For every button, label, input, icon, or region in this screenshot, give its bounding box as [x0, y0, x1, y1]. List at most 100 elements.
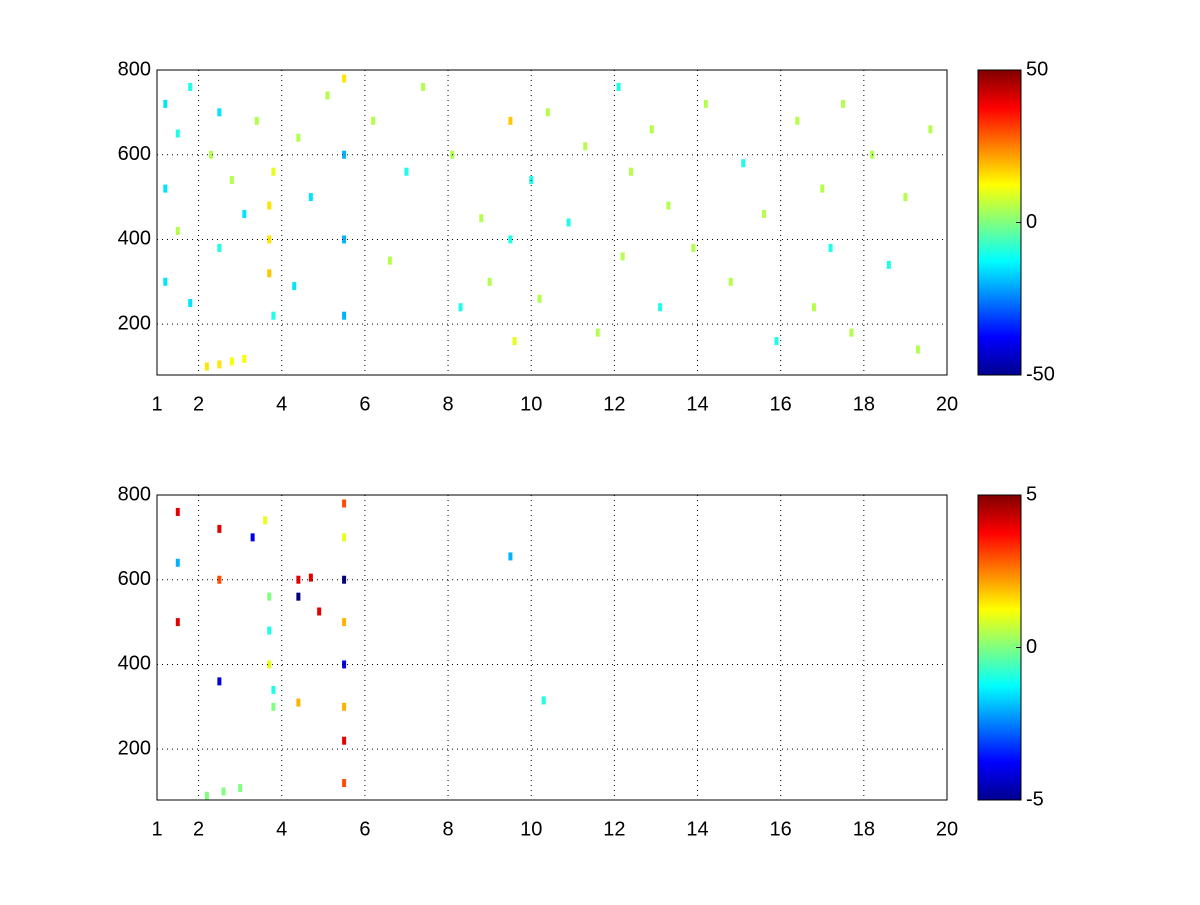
cell [342, 660, 347, 669]
cell [267, 201, 272, 210]
cell [541, 696, 546, 705]
cell [479, 214, 484, 223]
cell [271, 167, 276, 176]
cell [175, 507, 180, 516]
y-tick-label: 400 [118, 228, 151, 250]
cell [508, 116, 513, 125]
x-tick-label: 12 [603, 818, 625, 840]
colorbar [977, 494, 1022, 801]
y-tick-label: 600 [118, 568, 151, 590]
cell [229, 357, 234, 366]
x-tick-label: 10 [520, 393, 542, 415]
cell [175, 618, 180, 627]
x-tick-label: 4 [276, 818, 287, 840]
cell [620, 252, 625, 261]
cell [217, 575, 222, 584]
cell [342, 736, 347, 745]
cell [915, 345, 920, 354]
cell [741, 159, 746, 168]
cell [296, 592, 301, 601]
cell [296, 133, 301, 142]
x-tick-label: 8 [442, 393, 453, 415]
x-tick-label: 1 [151, 393, 162, 415]
cell [487, 277, 492, 286]
x-tick-label: 14 [686, 818, 708, 840]
cell [271, 311, 276, 320]
cell [508, 552, 513, 561]
cell [296, 698, 301, 707]
cell [566, 218, 571, 227]
cell [841, 99, 846, 108]
cell [292, 282, 297, 291]
colorbar-tick-label: -50 [1026, 363, 1055, 385]
colorbar-tick-label: 0 [1026, 211, 1037, 233]
colorbar [977, 69, 1022, 376]
cell [666, 201, 671, 210]
cell [545, 108, 550, 117]
cell [421, 82, 426, 91]
cell [371, 116, 376, 125]
cell [762, 210, 767, 219]
x-tick-label: 20 [936, 818, 958, 840]
cell [317, 607, 322, 616]
cell [271, 685, 276, 694]
y-tick-label: 400 [118, 653, 151, 675]
cell [209, 150, 214, 159]
cell [175, 129, 180, 138]
cell [254, 116, 259, 125]
cell [342, 235, 347, 244]
cell [342, 150, 347, 159]
cell [221, 787, 226, 796]
cell [217, 243, 222, 252]
cell [188, 298, 193, 307]
x-tick-label: 8 [442, 818, 453, 840]
cell [583, 142, 588, 151]
cell [342, 702, 347, 711]
cell [296, 575, 301, 584]
cell [238, 784, 243, 793]
cell [649, 125, 654, 134]
axes-box [156, 494, 948, 801]
cell [308, 573, 313, 582]
colorbar-tick-label: -5 [1026, 788, 1044, 810]
cell [175, 226, 180, 235]
colorbar-tick-label: 50 [1026, 58, 1048, 80]
cell [188, 82, 193, 91]
cell [242, 354, 247, 363]
cell [342, 499, 347, 508]
x-tick-label: 6 [359, 818, 370, 840]
cell [271, 702, 276, 711]
cell [267, 626, 272, 635]
cell [458, 303, 463, 312]
x-tick-label: 12 [603, 393, 625, 415]
x-tick-label: 2 [193, 393, 204, 415]
axes-box [156, 69, 948, 376]
x-tick-label: 16 [770, 818, 792, 840]
cell [508, 235, 513, 244]
cell [342, 618, 347, 627]
x-tick-label: 18 [853, 818, 875, 840]
y-tick-label: 200 [118, 737, 151, 759]
x-tick-label: 14 [686, 393, 708, 415]
cell [811, 303, 816, 312]
cell [903, 193, 908, 202]
y-tick-label: 800 [118, 58, 151, 80]
x-tick-label: 18 [853, 393, 875, 415]
cell [229, 176, 234, 185]
cell [263, 516, 268, 525]
x-tick-label: 20 [936, 393, 958, 415]
x-tick-label: 16 [770, 393, 792, 415]
cell [242, 210, 247, 219]
cell [267, 660, 272, 669]
cell [342, 779, 347, 788]
cell [537, 294, 542, 303]
cell [308, 193, 313, 202]
cell [691, 243, 696, 252]
cell [512, 337, 517, 346]
cell [928, 125, 933, 134]
cell [217, 677, 222, 686]
cell [342, 74, 347, 83]
colorbar-tick-label: 0 [1026, 636, 1037, 658]
x-tick-label: 2 [193, 818, 204, 840]
